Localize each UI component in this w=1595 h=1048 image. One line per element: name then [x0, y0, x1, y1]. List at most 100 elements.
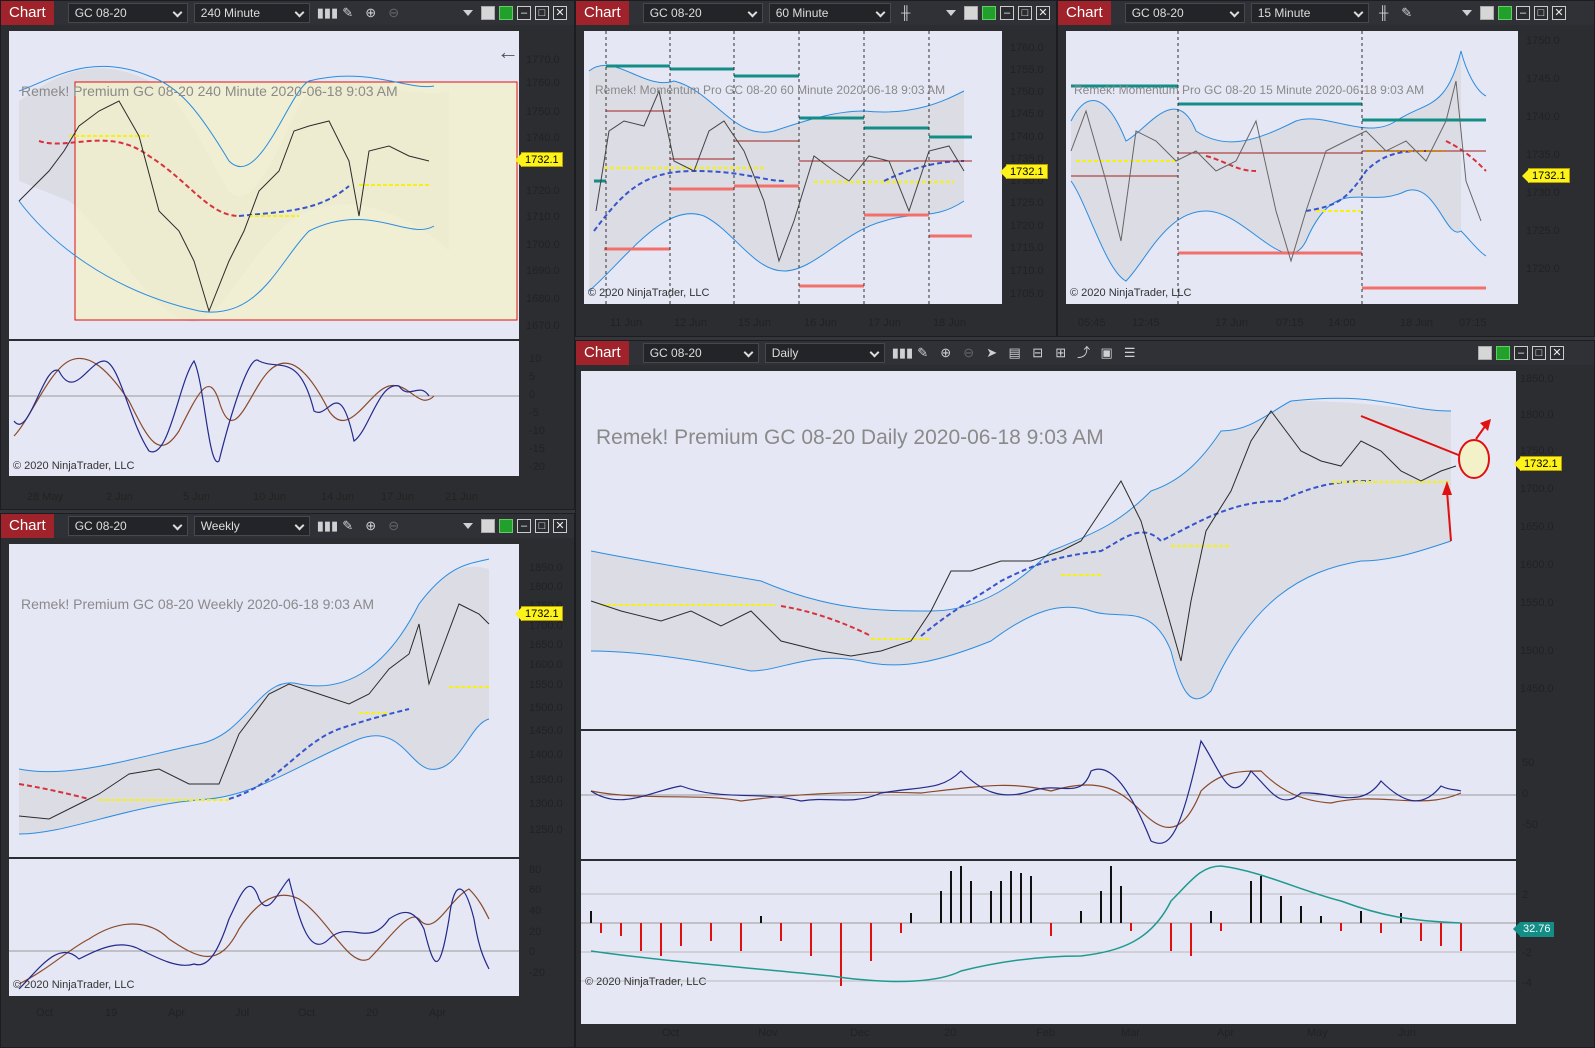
tick: 1700.0 — [526, 239, 560, 251]
price-panel[interactable]: Remek! Premium GC 08-20 Weekly 2020-06-1… — [9, 544, 519, 857]
price-axis[interactable]: 1770.0 1760.0 1750.0 1740.0 1730.0 1720.… — [526, 51, 571, 341]
properties-icon[interactable]: ⊟ — [1032, 345, 1044, 360]
bar-type-icon[interactable]: ▮▮▮ — [316, 5, 339, 20]
snapshot-icon[interactable]: ▣ — [1100, 345, 1113, 360]
date-tick: 05:45 — [1078, 317, 1106, 329]
window-link-button[interactable] — [499, 6, 513, 20]
tick: 1800.0 — [1520, 409, 1554, 421]
tick: 1745.0 — [1010, 108, 1044, 120]
period-select[interactable]: 240 Minute — [193, 3, 310, 23]
histogram-panel[interactable]: © 2020 NinjaTrader, LLC — [581, 861, 1516, 1024]
oscillator-panel[interactable]: © 2020 NinjaTrader, LLC — [9, 341, 519, 476]
zoom-out-icon[interactable]: ⊖ — [963, 345, 975, 360]
data-box-icon[interactable]: ▤ — [1008, 345, 1021, 360]
tick: 1400.0 — [529, 749, 563, 761]
period-select[interactable]: Daily — [764, 343, 885, 363]
tick: -10 — [529, 425, 545, 437]
chart-button[interactable]: Chart — [1, 1, 54, 25]
period-select[interactable]: 15 Minute — [1250, 3, 1369, 23]
date-tick: 17 Jun — [1215, 317, 1249, 329]
zoom-out-icon[interactable]: ⊖ — [388, 518, 400, 533]
tick: 1600.0 — [1520, 559, 1554, 571]
tick: 0 — [1522, 788, 1529, 800]
tick: 1600.0 — [529, 659, 563, 671]
osc-plot-weekly — [9, 877, 519, 990]
maximize-icon[interactable]: □ — [1532, 346, 1546, 360]
zoom-out-icon[interactable]: ⊖ — [388, 5, 400, 20]
period-select[interactable]: Weekly — [193, 516, 310, 536]
instrument-select[interactable]: GC 08-20 — [642, 3, 763, 23]
tick: 5 — [529, 371, 536, 383]
window-gray-button[interactable] — [1480, 6, 1494, 20]
close-icon[interactable]: ✕ — [1036, 6, 1050, 20]
list-icon[interactable]: ☰ — [1123, 345, 1136, 360]
window-link-button[interactable] — [1496, 346, 1510, 360]
bar-type-icon[interactable]: ╫ — [901, 5, 911, 20]
window-gray-button[interactable] — [481, 6, 495, 20]
toolbar-more-icon[interactable] — [946, 10, 956, 16]
indicators-icon[interactable]: ⊞ — [1055, 345, 1067, 360]
drawing-tool-icon[interactable]: ✎ — [342, 518, 354, 533]
minimize-icon[interactable]: – — [517, 6, 531, 20]
chart-button[interactable]: Chart — [576, 1, 629, 25]
zoom-in-icon[interactable]: ⊕ — [365, 518, 377, 533]
minimize-icon[interactable]: – — [1000, 6, 1014, 20]
toolbar-more-icon[interactable] — [463, 523, 473, 529]
tick: -20 — [529, 461, 545, 473]
tick: 1735.0 — [1010, 153, 1044, 165]
minimize-icon[interactable]: – — [1514, 346, 1528, 360]
date-tick: Feb — [1036, 1027, 1055, 1039]
window-gray-button[interactable] — [1478, 346, 1492, 360]
drawing-tool-icon[interactable]: ✎ — [1401, 5, 1413, 20]
maximize-icon[interactable]: □ — [535, 6, 549, 20]
window-gray-button[interactable] — [964, 6, 978, 20]
oscillator-panel[interactable] — [581, 731, 1516, 859]
window-link-button[interactable] — [982, 6, 996, 20]
chart-button[interactable]: Chart — [1, 514, 54, 538]
price-panel[interactable]: Remek! Premium GC 08-20 Daily 2020-06-18… — [581, 371, 1516, 729]
price-panel[interactable]: Remek! Momentum Pro GC 08-20 60 Minute 2… — [584, 31, 1002, 304]
chart-button[interactable]: Chart — [1058, 1, 1111, 25]
close-icon[interactable]: ✕ — [553, 6, 567, 20]
maximize-icon[interactable]: □ — [535, 519, 549, 533]
minimize-icon[interactable]: – — [517, 519, 531, 533]
bar-type-icon[interactable]: ▮▮▮ — [891, 345, 914, 360]
close-icon[interactable]: ✕ — [1552, 6, 1566, 20]
pointer-icon[interactable]: ➤ — [986, 345, 998, 360]
instrument-select[interactable]: GC 08-20 — [67, 516, 188, 536]
zoom-in-icon[interactable]: ⊕ — [365, 5, 377, 20]
strategies-icon[interactable]: ⤴ — [1077, 345, 1091, 360]
maximize-icon[interactable]: □ — [1534, 6, 1548, 20]
tick: 1700.0 — [1520, 483, 1554, 495]
tick: 60 — [529, 884, 542, 896]
last-price-badge: 1732.1 — [1000, 164, 1048, 179]
bar-type-icon[interactable]: ▮▮▮ — [316, 518, 339, 533]
drawing-tool-icon[interactable]: ✎ — [342, 5, 354, 20]
instrument-select[interactable]: GC 08-20 — [642, 343, 759, 363]
zoom-in-icon[interactable]: ⊕ — [940, 345, 952, 360]
price-plot-15min — [1070, 31, 1487, 304]
close-icon[interactable]: ✕ — [553, 519, 567, 533]
price-panel[interactable]: Remek! Momentum Pro GC 08-20 15 Minute 2… — [1066, 31, 1518, 304]
instrument-select[interactable]: GC 08-20 — [1124, 3, 1245, 23]
tick: 1350.0 — [529, 774, 563, 786]
window-link-button[interactable] — [1498, 6, 1512, 20]
date-tick: Jun — [1398, 1027, 1416, 1039]
toolbar-more-icon[interactable] — [1462, 10, 1472, 16]
oscillator-panel[interactable]: © 2020 NinjaTrader, LLC — [9, 859, 519, 996]
window-link-button[interactable] — [499, 519, 513, 533]
maximize-icon[interactable]: □ — [1018, 6, 1032, 20]
instrument-select[interactable]: GC 08-20 — [67, 3, 188, 23]
chart-button[interactable]: Chart — [576, 341, 629, 365]
price-panel[interactable]: ← Remek! Premium GC 08-20 240 Minute 202… — [9, 31, 519, 339]
window-gray-button[interactable] — [481, 519, 495, 533]
close-icon[interactable]: ✕ — [1550, 346, 1564, 360]
tick: 1550.0 — [529, 679, 563, 691]
drawing-tool-icon[interactable]: ✎ — [917, 345, 929, 360]
toolbar: Chart GC 08-20 Weekly ▮▮▮ ✎ ⊕ ⊖ – □ ✕ — [1, 514, 574, 538]
period-select[interactable]: 60 Minute — [768, 3, 891, 23]
bar-type-icon[interactable]: ╫ — [1379, 5, 1389, 20]
toolbar-more-icon[interactable] — [463, 10, 473, 16]
tick: 1730.0 — [1526, 187, 1560, 199]
minimize-icon[interactable]: – — [1516, 6, 1530, 20]
